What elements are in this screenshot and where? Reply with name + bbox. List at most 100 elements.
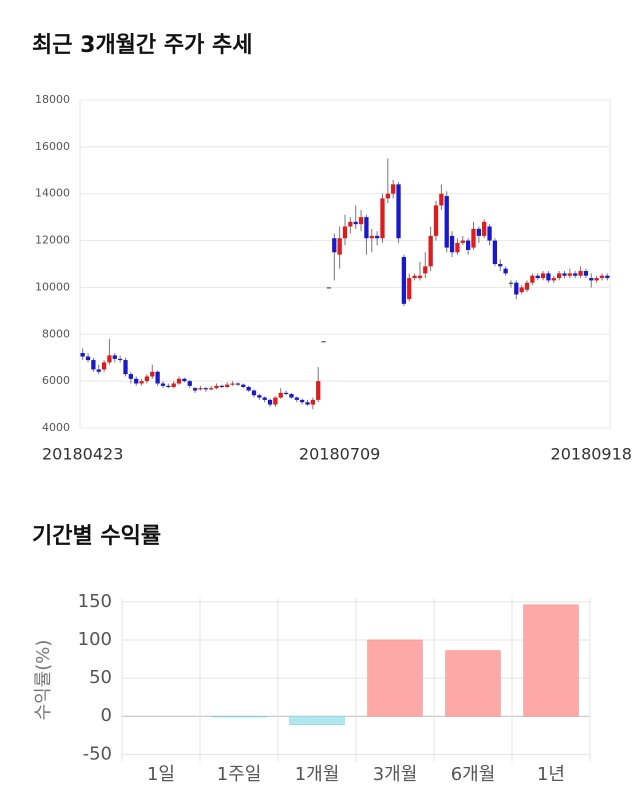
candle-body — [310, 399, 316, 405]
candle-body — [567, 273, 572, 276]
candle-body — [599, 275, 605, 279]
x-tick-label: 1개월 — [295, 764, 340, 785]
candle-body — [594, 278, 599, 281]
candle-body — [139, 381, 144, 384]
x-tick-label: 1일 — [147, 764, 175, 785]
candle-body — [241, 384, 246, 387]
candle-body — [101, 362, 107, 370]
candle-body — [401, 256, 407, 304]
x-tick-label: 3개월 — [373, 764, 418, 785]
candle-body — [176, 378, 182, 384]
candle-body — [326, 287, 332, 289]
candle-body — [385, 193, 390, 199]
candle-body — [160, 383, 166, 386]
candle-body — [407, 278, 412, 300]
x-tick-label: 6개월 — [451, 764, 496, 785]
candle-body — [380, 198, 385, 239]
y-tick-label: 150 — [78, 591, 112, 612]
candle-body — [557, 273, 562, 279]
candle-body — [155, 371, 160, 384]
candle-body — [209, 388, 214, 390]
y-tick-label: 50 — [89, 667, 112, 688]
candle-body — [444, 196, 449, 248]
candle-body — [316, 381, 321, 400]
bar — [445, 650, 501, 717]
candle-body — [364, 217, 369, 239]
candle-body — [267, 399, 273, 405]
candle-body — [358, 217, 364, 225]
y-tick-label: 14000 — [35, 187, 70, 200]
candle-body — [476, 228, 481, 236]
candle-body — [80, 353, 85, 357]
candle-body — [283, 392, 289, 395]
chart-title: 최근 3개월간 주가 추세 — [32, 33, 252, 58]
candle-body — [203, 388, 208, 390]
candle-body — [492, 240, 498, 264]
candle-body — [439, 193, 444, 206]
candle-body — [273, 397, 278, 405]
candle-body — [251, 390, 257, 396]
candle-body — [482, 221, 487, 236]
candle-body — [171, 383, 176, 387]
candle-body — [578, 271, 583, 276]
candle-body — [85, 356, 91, 361]
candle-body — [182, 378, 187, 382]
candle-body — [428, 235, 433, 267]
candle-body — [294, 397, 299, 400]
candle-body — [118, 358, 123, 361]
candle-body — [524, 282, 530, 290]
candle-body — [396, 184, 401, 239]
candle-body — [391, 184, 396, 194]
candle-body — [278, 392, 283, 398]
candle-body — [423, 266, 428, 274]
y-tick-label: 8000 — [42, 327, 70, 340]
candle-body — [460, 240, 465, 243]
candle-body — [123, 360, 128, 375]
candle-body — [433, 205, 439, 236]
y-tick-label: 100 — [78, 629, 112, 650]
candle-body — [342, 226, 348, 239]
candle-body — [337, 238, 342, 255]
candle-body — [128, 374, 133, 379]
candle-body — [219, 385, 225, 387]
bar — [367, 639, 423, 717]
x-tick-label: 1년 — [537, 764, 565, 785]
x-tick-label: 1주일 — [217, 764, 262, 785]
y-tick-label: -50 — [83, 743, 112, 764]
candle-body — [374, 235, 380, 239]
candle-body — [573, 273, 578, 276]
candle-body — [214, 385, 219, 389]
candle-body — [262, 397, 267, 400]
x-tick-label: 20180423 — [42, 445, 123, 464]
candle-body — [498, 264, 503, 267]
candle-body — [348, 221, 353, 227]
y-tick-label: 18000 — [35, 93, 70, 106]
y-tick-label: 12000 — [35, 234, 70, 247]
candle-body — [192, 388, 198, 391]
candle-body — [225, 384, 230, 387]
y-tick-label: 0 — [101, 705, 112, 726]
candle-body — [91, 360, 96, 370]
candle-body — [540, 273, 546, 279]
candle-body — [471, 228, 476, 248]
candle-body — [605, 275, 610, 279]
candle-body — [551, 278, 556, 281]
candle-body — [150, 371, 155, 377]
candle-body — [369, 235, 374, 239]
candle-body — [583, 271, 589, 276]
candle-body — [198, 388, 203, 390]
candle-body — [417, 275, 423, 279]
y-tick-label: 10000 — [35, 280, 70, 293]
x-tick-label: 20180918 — [551, 445, 632, 464]
candle-body — [305, 402, 310, 405]
candle-body — [530, 275, 535, 283]
candle-body — [519, 287, 524, 293]
bar — [289, 715, 345, 725]
candle-body — [107, 355, 112, 363]
y-tick-label: 4000 — [42, 421, 70, 434]
candle-body — [134, 378, 139, 384]
candle-body — [465, 240, 471, 250]
candle-body — [144, 376, 150, 382]
y-tick-label: 6000 — [42, 374, 70, 387]
